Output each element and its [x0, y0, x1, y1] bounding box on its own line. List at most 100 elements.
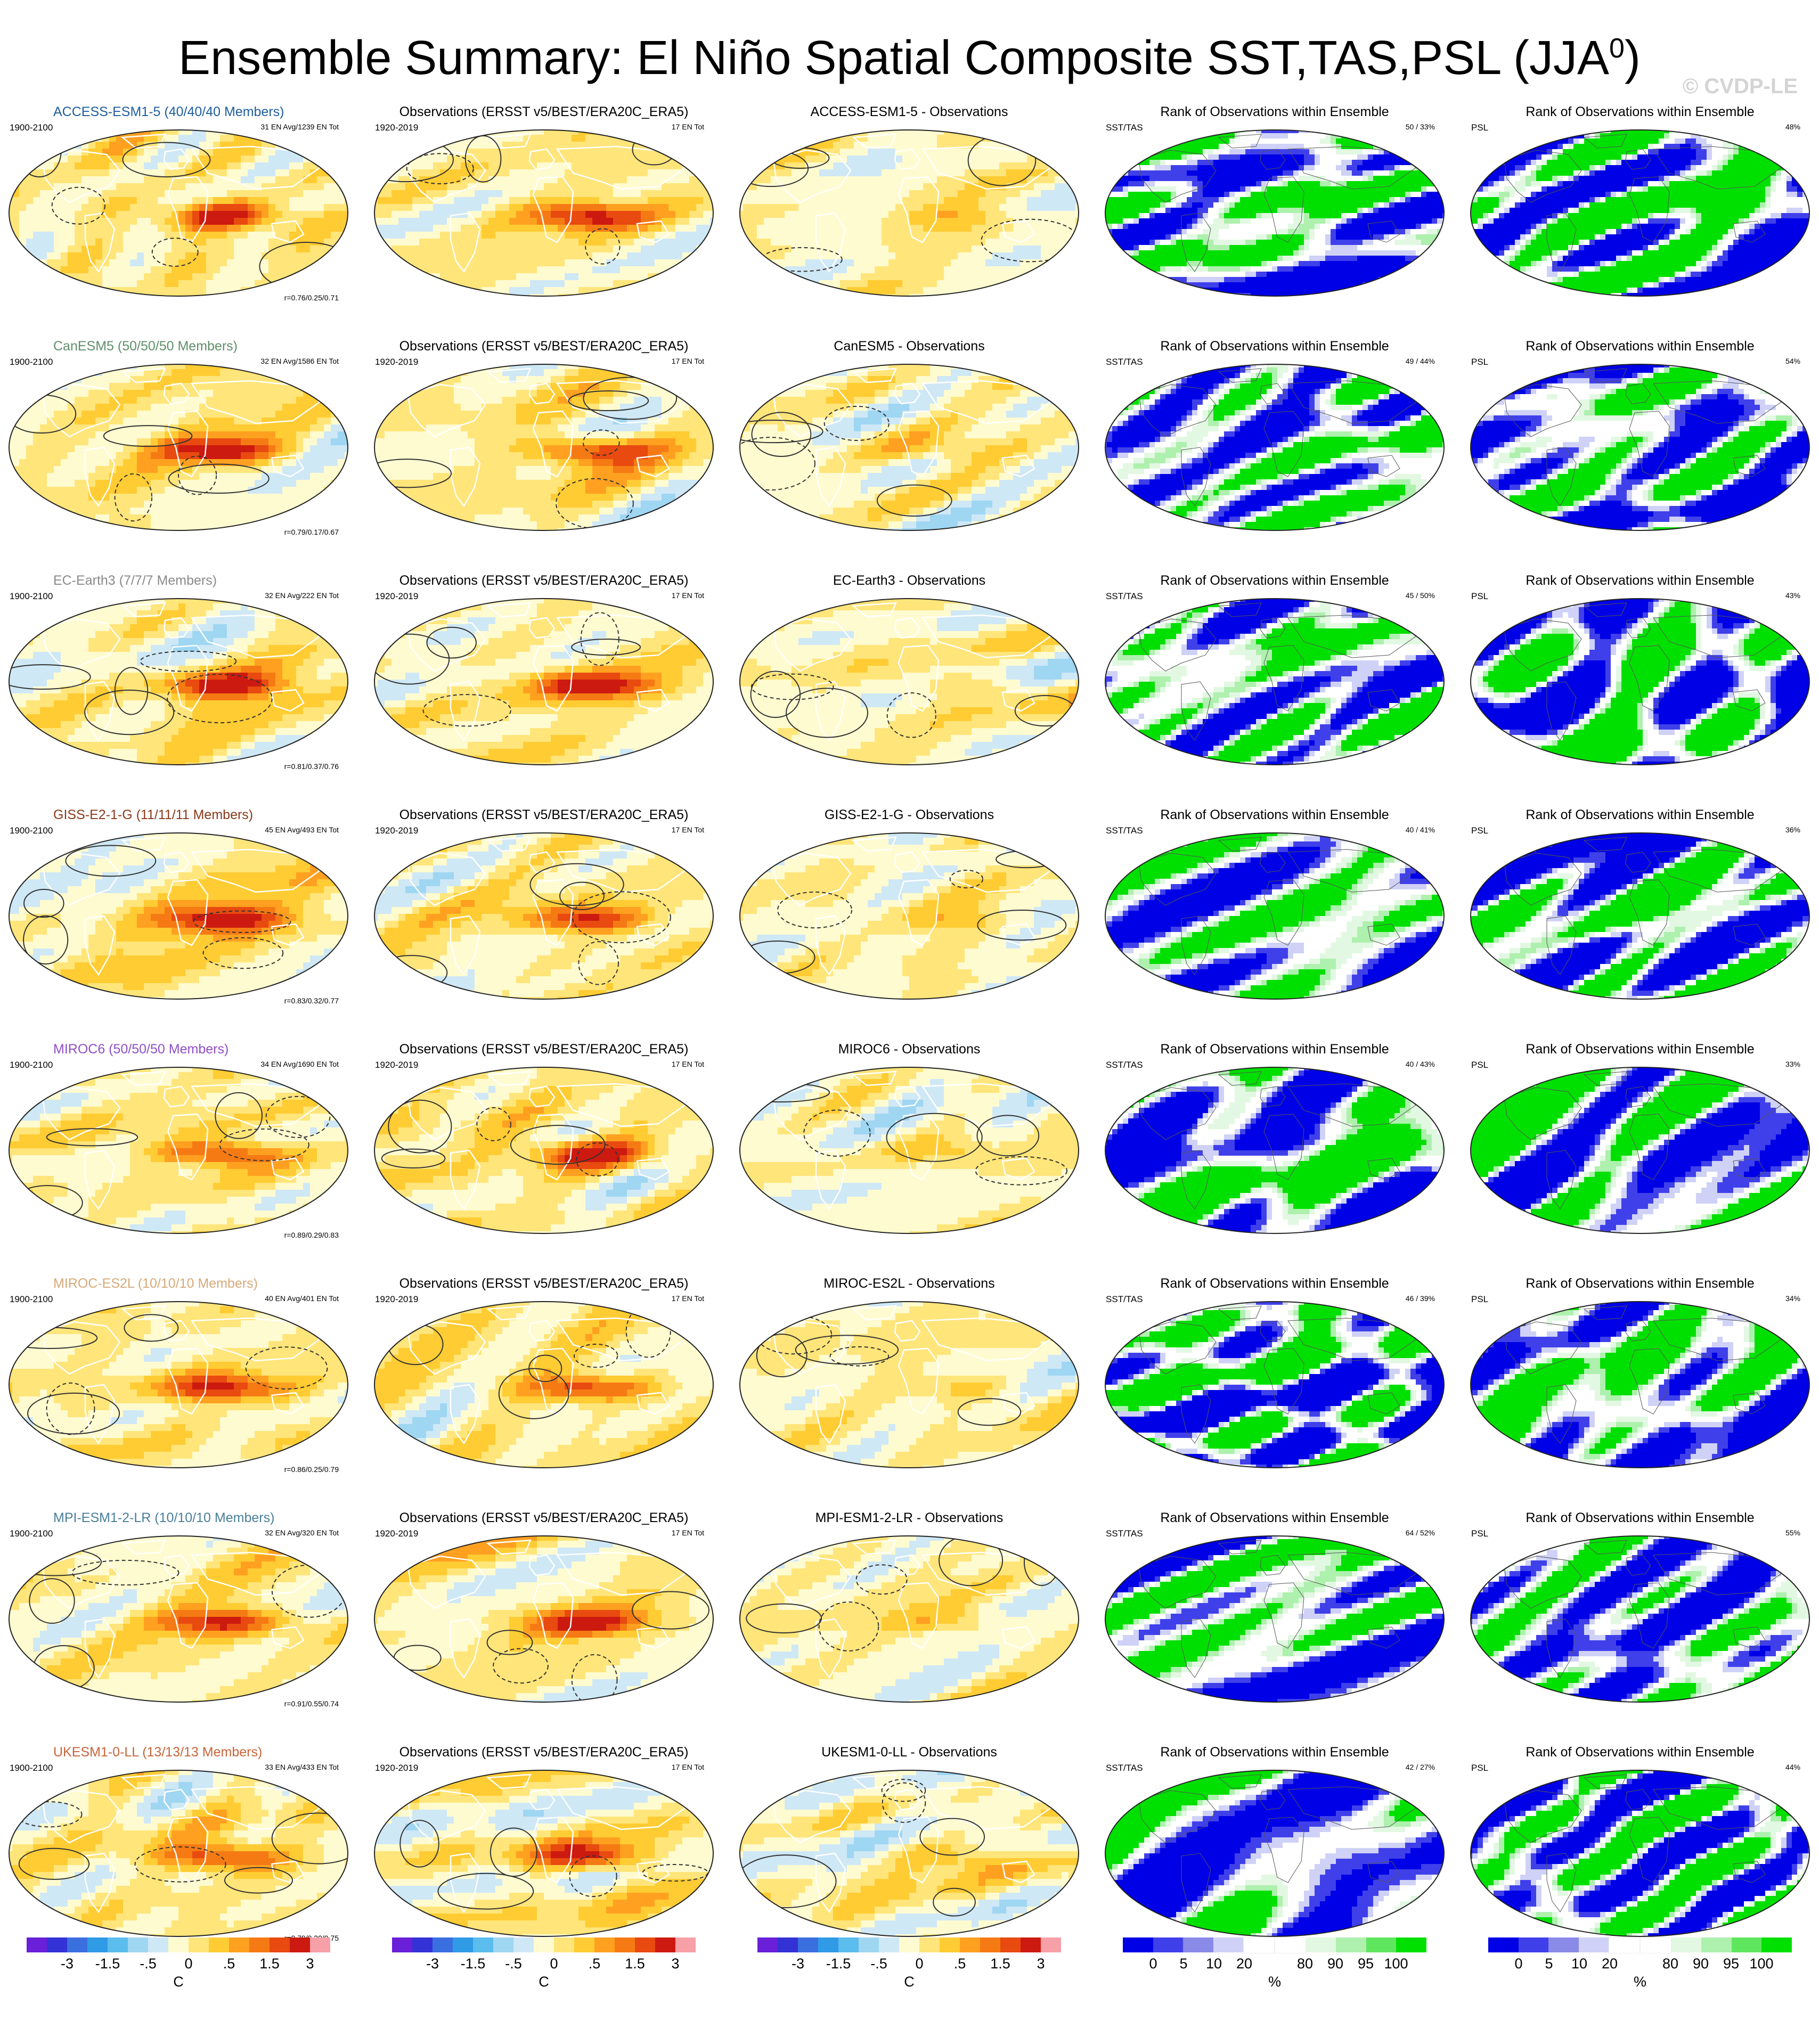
colorbar-tick-label: 95 [1723, 1956, 1739, 1972]
map-plot [1467, 1768, 1813, 1939]
map-plot [1467, 362, 1813, 533]
map-plot [371, 1065, 717, 1236]
panel-title: ACCESS-ESM1-5 - Observations [731, 104, 1088, 120]
map-plot [736, 362, 1082, 533]
map-plot [1467, 1534, 1813, 1704]
colorbar-tick-label: 20 [1236, 1956, 1252, 1972]
map-plot [1467, 1299, 1813, 1470]
colorbar-box [1396, 1937, 1426, 1952]
colorbar-box [1153, 1937, 1184, 1952]
panel-r3-c2: Observations (ERSST v5/BEST/ERA20C_ERA5)… [365, 573, 722, 786]
colorbar-box [47, 1937, 67, 1952]
colorbar-box [1609, 1937, 1640, 1953]
watermark: © CVDP-LE [1683, 75, 1798, 99]
panel-r8-c4: Rank of Observations within Ensemble SST/… [1096, 1745, 1453, 1958]
colorbar-unit: % [1488, 1974, 1792, 1990]
colorbar-unit: C [392, 1974, 696, 1990]
panel-r2-c4: Rank of Observations within Ensemble SST/… [1096, 339, 1453, 552]
colorbar-tick-label: 1.5 [259, 1956, 280, 1972]
panel-title: Rank of Observations within Ensemble [1096, 573, 1453, 588]
colorbar-box [960, 1937, 980, 1952]
model-name: CanESM5 (50/50/50 Members) [53, 339, 238, 354]
map-plot [736, 1299, 1082, 1470]
colorbar-box [270, 1937, 290, 1952]
panel-title: Rank of Observations within Ensemble [1096, 1276, 1453, 1291]
map-plot [1102, 1065, 1448, 1236]
colorbar-box [1213, 1937, 1244, 1952]
model-name: MIROC-ES2L (10/10/10 Members) [53, 1276, 258, 1291]
colorbar-box [1041, 1937, 1061, 1952]
map-plot [371, 1768, 717, 1939]
rank-colorbar-1: 0 5 10 20 80 90 95 100% [1123, 1937, 1426, 1977]
colorbar-box [1275, 1937, 1306, 1953]
panel-r6-c4: Rank of Observations within Ensemble SST/… [1096, 1276, 1453, 1489]
colorbar-box [818, 1937, 838, 1952]
panel-r2-c3: CanESM5 - Observations [731, 339, 1088, 552]
map-plot [1102, 596, 1448, 767]
panel-r6-c5: Rank of Observations within Ensemble PSL 3… [1462, 1276, 1818, 1489]
model-name: EC-Earth3 (7/7/7 Members) [53, 573, 217, 588]
colorbar-box [148, 1937, 168, 1952]
panel-r5-c4: Rank of Observations within Ensemble SST/… [1096, 1042, 1453, 1255]
colorbar-boxes [27, 1937, 330, 1952]
colorbar-box [189, 1937, 209, 1952]
panel-title: Rank of Observations within Ensemble [1462, 1276, 1818, 1291]
panel-title: UKESM1-0-LL - Observations [731, 1745, 1088, 1760]
colorbar-box [1021, 1937, 1041, 1952]
colorbar-tick-label: -3 [61, 1956, 74, 1972]
colorbar-box [473, 1937, 493, 1952]
model-name: MPI-ESM1-2-LR (10/10/10 Members) [53, 1510, 274, 1526]
colorbar-boxes [1123, 1937, 1426, 1952]
panel-title: Rank of Observations within Ensemble [1096, 1510, 1453, 1526]
colorbar-tick-label: 0 [550, 1956, 558, 1972]
map-plot [5, 831, 352, 1001]
colorbar-box [1306, 1937, 1336, 1952]
panel-title: Observations (ERSST v5/BEST/ERA20C_ERA5) [365, 104, 722, 120]
panel-r1-c2: Observations (ERSST v5/BEST/ERA20C_ERA5)… [365, 104, 722, 317]
panel-r5-c5: Rank of Observations within Ensemble PSL 3… [1462, 1042, 1818, 1255]
panel-title: Rank of Observations within Ensemble [1462, 573, 1818, 588]
panel-r5-c2: Observations (ERSST v5/BEST/ERA20C_ERA5)… [365, 1042, 722, 1255]
panel-title: Rank of Observations within Ensemble [1096, 339, 1453, 354]
colorbar-box [1123, 1937, 1153, 1952]
colorbar-tick-label: -3 [792, 1956, 804, 1972]
colorbar-tick-label: 95 [1358, 1956, 1374, 1972]
map-plot [371, 128, 717, 298]
map-plot [5, 1299, 352, 1470]
map-plot [5, 362, 352, 533]
panel-r2-c5: Rank of Observations within Ensemble PSL 5… [1462, 339, 1818, 552]
model-name: GISS-E2-1-G (11/11/11 Members) [53, 807, 253, 823]
rank-colorbar-2: 0 5 10 20 80 90 95 100% [1488, 1937, 1792, 1977]
map-plot [1102, 831, 1448, 1001]
map-plot [1102, 128, 1448, 298]
colorbar-box [899, 1937, 919, 1952]
colorbar-boxes [1488, 1937, 1792, 1952]
colorbar-box [1732, 1937, 1762, 1952]
panel-title: Observations (ERSST v5/BEST/ERA20C_ERA5) [365, 1042, 722, 1057]
colorbar-box [249, 1937, 270, 1952]
colorbar-box [675, 1937, 696, 1952]
colorbar-box [778, 1937, 798, 1952]
map-plot [1102, 1534, 1448, 1704]
colorbar-tick-label: 3 [1037, 1956, 1045, 1972]
colorbar-box [1183, 1937, 1213, 1952]
model-name: UKESM1-0-LL (13/13/13 Members) [53, 1745, 262, 1760]
colorbar-tick-label: 10 [1571, 1956, 1587, 1972]
colorbar-box [1548, 1937, 1579, 1952]
panel-r5-c1: MIROC6 (50/50/50 Members) 1900-2100 34 EN … [0, 1042, 357, 1255]
colorbar-tick-label: .5 [223, 1956, 235, 1972]
map-plot [736, 128, 1082, 298]
colorbar-tick-label: 20 [1602, 1956, 1618, 1972]
colorbar-box [1243, 1937, 1275, 1953]
colorbar-box [757, 1937, 778, 1952]
colorbar-box [1761, 1937, 1792, 1952]
colorbar-tick-label: 0 [1514, 1956, 1522, 1972]
panel-r1-c4: Rank of Observations within Ensemble SST/… [1096, 104, 1453, 317]
temp-colorbar-2: -3 -1.5 -.5 0.5 1.5 3 C [392, 1937, 696, 1977]
map-plot [371, 1534, 717, 1704]
panel-title: Rank of Observations within Ensemble [1096, 1042, 1453, 1057]
panel-r7-c4: Rank of Observations within Ensemble SST/… [1096, 1510, 1453, 1723]
map-plot [5, 596, 352, 767]
colorbar-tick-label: 5 [1179, 1956, 1187, 1972]
panel-title: MPI-ESM1-2-LR - Observations [731, 1510, 1088, 1526]
